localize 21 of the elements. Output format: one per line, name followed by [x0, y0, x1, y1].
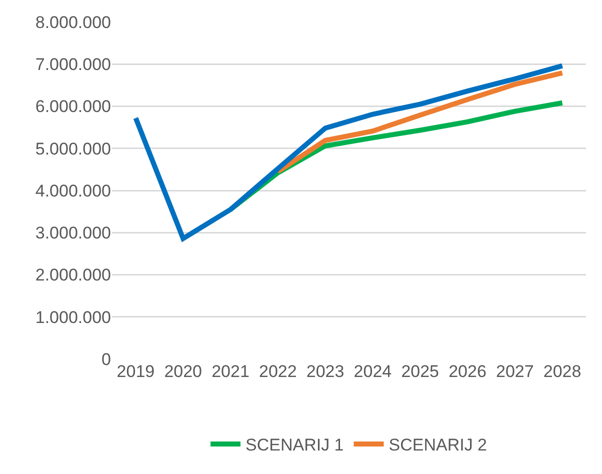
y-tick-label: 6.000.000: [35, 97, 111, 116]
x-tick-label: 2028: [543, 362, 582, 381]
x-tick-label: 2020: [164, 362, 202, 381]
x-tick-label: 2022: [258, 362, 297, 381]
y-tick-label: 4.000.000: [35, 181, 111, 200]
y-tick-label: 0: [102, 350, 111, 369]
x-tick-label: 2019: [116, 362, 155, 381]
y-tick-label: 3.000.000: [35, 224, 111, 243]
legend-label: SCENARIJ 2: [388, 436, 487, 455]
y-tick-label: 1.000.000: [35, 308, 111, 327]
y-tick-label: 8.000.000: [35, 12, 111, 32]
y-tick-label: 5.000.000: [35, 139, 111, 158]
y-tick-label: 2.000.000: [35, 266, 111, 285]
x-tick-label: 2027: [496, 362, 534, 381]
y-tick-label: 7.000.000: [35, 55, 111, 74]
x-tick-label: 2026: [448, 362, 486, 381]
x-tick-label: 2023: [306, 362, 344, 381]
legend-label: SCENARIJ 1: [246, 436, 344, 455]
x-tick-label: 2025: [401, 362, 440, 381]
x-tick-label: 2024: [354, 362, 392, 381]
x-tick-label: 2021: [212, 362, 250, 381]
